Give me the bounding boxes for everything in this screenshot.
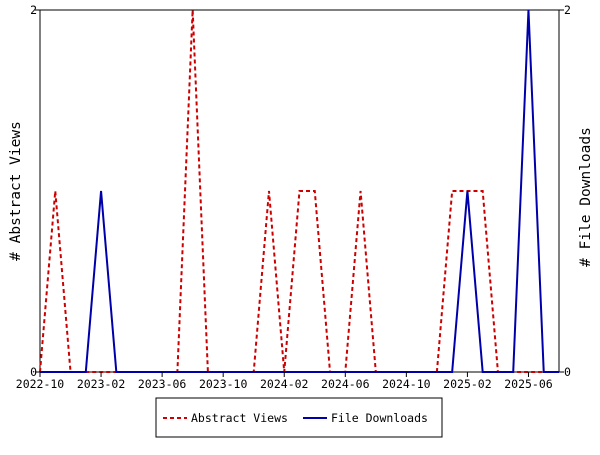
y-right-tick-label: 2 xyxy=(564,3,571,17)
x-tick-label: 2025-02 xyxy=(443,377,491,391)
y-right-tick-label: 0 xyxy=(564,365,571,379)
x-tick-label: 2022-10 xyxy=(16,377,65,391)
y-left-tick-label: 2 xyxy=(30,3,37,17)
y-left-tick-label: 0 xyxy=(30,365,37,379)
series-line-file-downloads xyxy=(40,9,559,373)
tick-layer: 2022-10 2023-02 2023-06 2023-10 2024-02 2024-… xyxy=(16,3,571,391)
x-tick-label: 2024-06 xyxy=(321,377,370,391)
x-tick-label: 2023-02 xyxy=(77,377,125,391)
series-line-abstract-views xyxy=(39,9,559,373)
x-tick-label: 2023-06 xyxy=(138,377,187,391)
legend-label-abstract-views: Abstract Views xyxy=(191,411,288,425)
x-tick-label: 2024-02 xyxy=(260,377,308,391)
x-tick-label: 2023-10 xyxy=(199,377,248,391)
series-layer xyxy=(39,9,559,373)
x-tick-label: 2024-10 xyxy=(382,377,431,391)
y-axis-right-title: # File Downloads xyxy=(578,127,594,267)
legend: Abstract Views File Downloads xyxy=(155,397,443,438)
y-axis-left-title: # Abstract Views xyxy=(8,121,24,261)
x-tick-label: 2025-06 xyxy=(504,377,553,391)
legend-label-file-downloads: File Downloads xyxy=(331,411,428,425)
legend-box xyxy=(155,397,443,438)
